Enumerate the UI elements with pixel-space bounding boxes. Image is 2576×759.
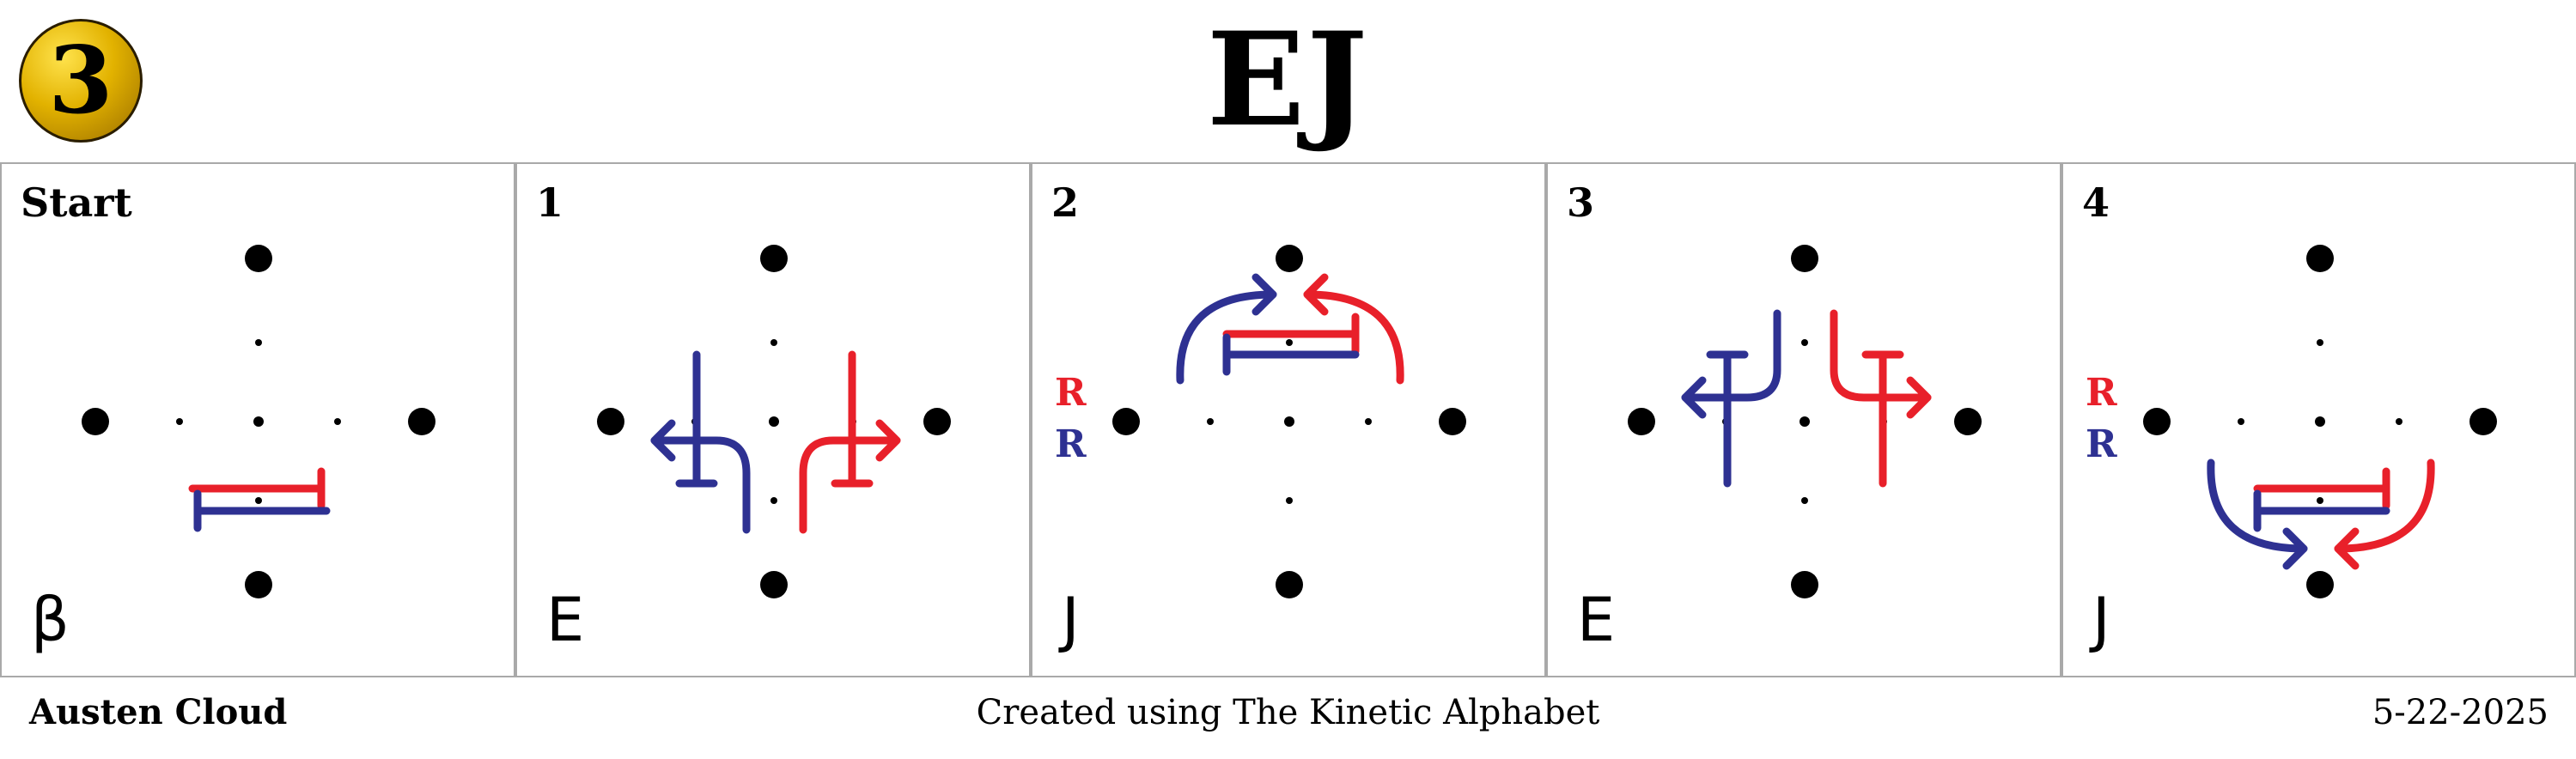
grid-dot-center [1800, 416, 1810, 427]
grid-dots [1112, 245, 1466, 598]
panel-diagram [2, 164, 517, 679]
grid-dot-center [253, 416, 264, 427]
panel-start: Start [0, 162, 515, 677]
grid-dot-outer [408, 408, 435, 435]
glyph-letter: E [1577, 590, 1615, 650]
grid-dot-outer [1628, 408, 1655, 435]
grid-dot-center [769, 416, 779, 427]
grid-dot-inner [1286, 339, 1293, 346]
grid-dot-outer [1791, 571, 1818, 598]
grid-dot-outer [245, 245, 272, 272]
panel-diagram [1032, 164, 1548, 679]
grid-dot-outer [245, 571, 272, 598]
grid-dot-inner [334, 418, 341, 425]
blue-hand-staff [679, 355, 714, 483]
blue-hand-staff [198, 494, 326, 528]
grid-dot-inner [1286, 497, 1293, 504]
grid-dot-outer [2306, 245, 2334, 272]
grid-dot-outer [1954, 408, 1982, 435]
grid-dots [2143, 245, 2497, 598]
grid-dot-outer [597, 408, 624, 435]
grid-dot-center [2315, 416, 2325, 427]
glyph-letter: J [2092, 590, 2110, 650]
blue-hand-staff [1710, 355, 1745, 483]
red-hand-staff [1866, 355, 1900, 483]
red-hand-staff [1227, 317, 1355, 351]
grid-dot-inner [255, 339, 262, 346]
grid-dot-outer [82, 408, 109, 435]
panel-step-1: 1 [515, 162, 1031, 677]
footer-date: 5-22-2025 [2372, 695, 2549, 730]
panel-diagram [1548, 164, 2063, 679]
grid-dot-outer [1439, 408, 1466, 435]
panel-diagram [2063, 164, 2576, 679]
grid-dot-outer [2469, 408, 2497, 435]
panels-row: Start [0, 162, 2576, 677]
grid-dot-outer [2143, 408, 2171, 435]
grid-dot-inner [770, 339, 777, 346]
grid-dot-inner [176, 418, 183, 425]
panel-step-2: 2 R R [1031, 162, 1546, 677]
grid-dot-inner [1207, 418, 1214, 425]
glyph-letter: β [31, 590, 70, 650]
red-hand-staff [835, 355, 869, 483]
grid-dot-inner [2396, 418, 2402, 425]
panel-step-4: 4 R R [2061, 162, 2576, 677]
grid-dot-inner [2317, 497, 2323, 504]
glyph-letter: E [546, 590, 584, 650]
grid-dot-inner [2238, 418, 2244, 425]
grid-dot-inner [255, 497, 262, 504]
grid-dot-outer [760, 245, 788, 272]
glyph-letter: J [1062, 590, 1080, 650]
grid-dot-inner [1801, 339, 1808, 346]
grid-dot-outer [2306, 571, 2334, 598]
grid-dot-outer [923, 408, 951, 435]
grid-dot-outer [760, 571, 788, 598]
grid-dot-inner [1365, 418, 1372, 425]
grid-dots [82, 245, 435, 598]
page-title: EJ [0, 15, 2576, 144]
grid-dots [597, 245, 951, 598]
grid-dot-outer [1112, 408, 1140, 435]
grid-dot-inner [2317, 339, 2323, 346]
grid-dot-center [1284, 416, 1294, 427]
grid-dot-outer [1276, 571, 1303, 598]
grid-dot-inner [1801, 497, 1808, 504]
grid-dot-outer [1276, 245, 1303, 272]
footer-credit: Created using The Kinetic Alphabet [0, 695, 2576, 730]
panel-diagram [517, 164, 1032, 679]
grid-dot-outer [1791, 245, 1818, 272]
grid-dots [1628, 245, 1982, 598]
grid-dot-inner [770, 497, 777, 504]
panel-step-3: 3 [1546, 162, 2061, 677]
